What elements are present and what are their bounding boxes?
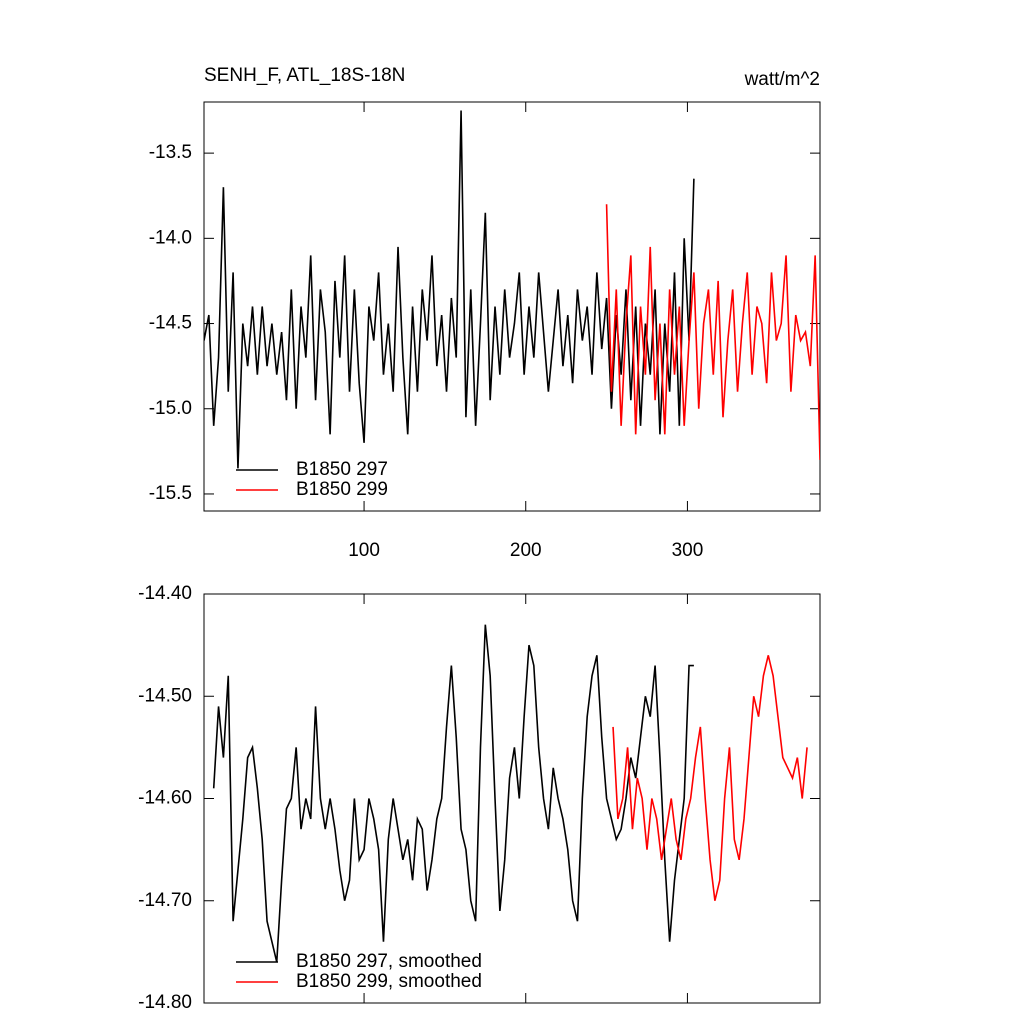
units-label: watt/m^2 [744, 69, 820, 90]
y-tick-label: -13.5 [149, 142, 192, 163]
legend-label: B1850 297 [296, 459, 388, 480]
y-tick-label: -15.0 [149, 398, 192, 419]
data-line [605, 204, 820, 460]
y-tick-label: -14.50 [138, 685, 192, 706]
x-tick-label: 300 [672, 540, 704, 561]
x-tick-label: 200 [510, 540, 542, 561]
x-tick-label: 100 [348, 540, 380, 561]
y-tick-label: -14.40 [138, 583, 192, 604]
chart-title: SENH_F, ATL_18S-18N [204, 65, 405, 86]
plot-frame [203, 593, 821, 1004]
plot-frame [203, 101, 821, 512]
y-tick-label: -14.0 [149, 227, 192, 248]
data-line [212, 624, 694, 963]
y-tick-label: -14.80 [138, 992, 192, 1013]
data-line [204, 110, 695, 469]
legend-label: B1850 299 [296, 479, 388, 500]
y-tick-label: -14.5 [149, 313, 192, 334]
y-tick-label: -14.70 [138, 890, 192, 911]
data-line [612, 655, 808, 901]
legend-label: B1850 299, smoothed [296, 971, 482, 992]
y-tick-label: -15.5 [149, 483, 192, 504]
y-tick-label: -14.60 [138, 788, 192, 809]
legend-label: B1850 297, smoothed [296, 951, 482, 972]
